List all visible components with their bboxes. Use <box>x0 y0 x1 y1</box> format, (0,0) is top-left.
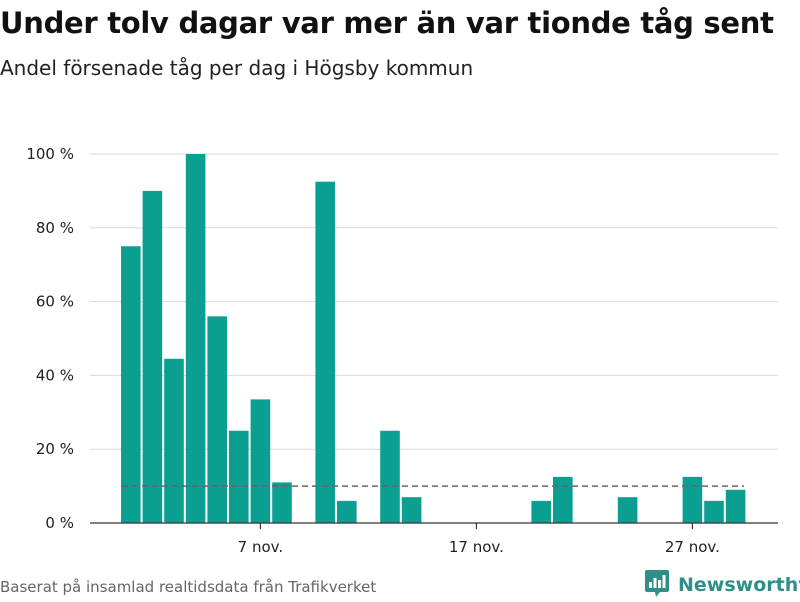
brand-logo[interactable]: Newsworthy <box>644 568 800 602</box>
bar[interactable] <box>531 500 551 523</box>
bar[interactable] <box>121 246 141 523</box>
y-tick-label: 60 % <box>36 293 74 311</box>
bar[interactable] <box>337 500 357 523</box>
bar[interactable] <box>229 430 249 523</box>
y-axis-labels: 0 % 20 % 40 % 60 % 80 % 100 % <box>26 145 74 532</box>
y-tick-label: 40 % <box>36 366 74 384</box>
bar[interactable] <box>380 430 400 523</box>
x-tick-label: 7 nov. <box>238 538 283 556</box>
bar[interactable] <box>725 489 746 523</box>
bar[interactable] <box>142 190 163 523</box>
chart-title: Under tolv dagar var mer än var tionde t… <box>0 6 774 40</box>
bar[interactable] <box>250 399 271 523</box>
y-tick-label: 100 % <box>26 145 74 163</box>
bar[interactable] <box>315 181 335 524</box>
newsworthy-logo-icon <box>644 568 670 602</box>
bar[interactable] <box>401 497 422 523</box>
bar[interactable] <box>185 154 206 523</box>
brand-name: Newsworthy <box>678 574 800 596</box>
bars <box>121 154 746 524</box>
bar[interactable] <box>704 500 724 523</box>
y-tick-label: 80 % <box>36 219 74 237</box>
x-tick-label: 27 nov. <box>665 538 720 556</box>
bar[interactable] <box>553 476 573 523</box>
bar[interactable] <box>682 476 703 523</box>
x-axis: 7 nov. 17 nov. 27 nov. <box>90 522 778 556</box>
y-tick-label: 0 % <box>45 514 74 532</box>
y-tick-label: 20 % <box>36 440 74 458</box>
bar[interactable] <box>207 316 227 523</box>
chart-subtitle: Andel försenade tåg per dag i Högsby kom… <box>0 56 474 80</box>
bar[interactable] <box>617 497 638 523</box>
source-note: Baserat på insamlad realtidsdata från Tr… <box>0 578 377 596</box>
bar[interactable] <box>164 358 184 523</box>
bar[interactable] <box>272 482 292 523</box>
x-tick-label: 17 nov. <box>449 538 504 556</box>
